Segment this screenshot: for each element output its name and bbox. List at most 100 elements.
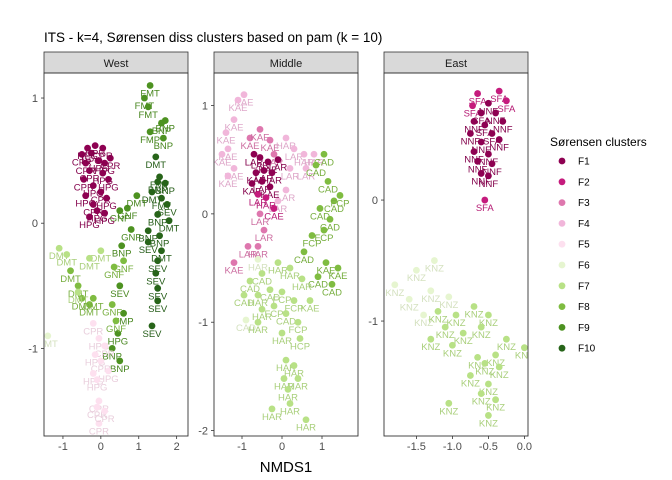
point-label: KNZ bbox=[414, 318, 433, 329]
point-label: SEV bbox=[142, 329, 162, 340]
data-point bbox=[218, 150, 226, 158]
data-point bbox=[488, 130, 496, 137]
point-label: DMT bbox=[68, 295, 89, 306]
point-label: HCP bbox=[290, 341, 310, 352]
point-label: GNF bbox=[106, 324, 126, 335]
data-point bbox=[82, 159, 90, 167]
point-label: KAE bbox=[242, 187, 261, 198]
point-label: GNF bbox=[121, 232, 141, 243]
point-label: SFA bbox=[490, 94, 509, 105]
data-point bbox=[334, 264, 342, 272]
data-point bbox=[286, 264, 294, 272]
point-label: BNP bbox=[155, 124, 175, 135]
data-point bbox=[469, 102, 476, 110]
point-label: KNZ bbox=[400, 302, 419, 313]
data-point bbox=[270, 205, 278, 212]
legend-label: F7 bbox=[578, 281, 590, 292]
x-tick-label-east: -1.0 bbox=[443, 441, 462, 453]
point-label: HAR bbox=[262, 176, 282, 187]
point-label: BNP bbox=[154, 141, 174, 152]
point-label: KNZ bbox=[447, 318, 466, 329]
point-label: NNF bbox=[471, 145, 491, 156]
data-point bbox=[230, 164, 238, 172]
data-point bbox=[148, 188, 156, 196]
legend-item-f4: F4 bbox=[558, 219, 590, 230]
data-point bbox=[474, 90, 481, 97]
data-point bbox=[485, 172, 492, 180]
point-label: KNZ bbox=[468, 360, 487, 371]
data-point bbox=[391, 281, 399, 289]
data-point bbox=[246, 277, 254, 285]
legend-item-f8: F8 bbox=[558, 302, 590, 313]
data-point bbox=[67, 267, 74, 275]
data-point bbox=[310, 150, 318, 158]
data-point bbox=[97, 247, 105, 255]
point-label: KNZ bbox=[407, 273, 426, 284]
point-label: CAD bbox=[294, 255, 314, 266]
data-point bbox=[78, 150, 86, 158]
data-point bbox=[485, 412, 492, 419]
point-label: NNF bbox=[479, 106, 499, 117]
point-label: HAR bbox=[294, 157, 314, 168]
data-point bbox=[485, 380, 492, 388]
data-point bbox=[274, 259, 282, 267]
point-label: KAE bbox=[246, 176, 265, 187]
point-label: KNZ bbox=[486, 358, 505, 369]
point-label: KNZ bbox=[436, 330, 455, 341]
data-point bbox=[89, 370, 97, 377]
data-point bbox=[165, 217, 173, 225]
point-label: KAE bbox=[212, 157, 231, 168]
point-label: HPG bbox=[89, 341, 110, 352]
data-point bbox=[99, 169, 107, 177]
data-point bbox=[105, 367, 112, 375]
point-label: LAR bbox=[249, 197, 268, 208]
data-point bbox=[441, 323, 449, 331]
y-tick-label-middle: -2 bbox=[198, 426, 208, 438]
point-label: HPG bbox=[87, 214, 108, 225]
data-point bbox=[86, 213, 93, 221]
legend-label: F3 bbox=[578, 198, 590, 209]
data-point bbox=[326, 215, 334, 223]
data-point bbox=[248, 180, 256, 187]
point-label: CAD bbox=[236, 323, 256, 334]
data-point bbox=[336, 192, 344, 199]
point-label: GNF bbox=[104, 270, 124, 281]
point-label: BNP bbox=[152, 126, 172, 137]
point-label: KAE bbox=[228, 103, 247, 114]
point-label: BNP bbox=[112, 249, 132, 260]
data-layer-west: FMTFMTFMTBNPBNPFMPBNPDMTFMTBNPBNPDMTFMTS… bbox=[44, 82, 180, 436]
point-label: SEV bbox=[148, 291, 168, 302]
data-point bbox=[87, 149, 95, 157]
data-point bbox=[413, 266, 420, 274]
panel-border-east bbox=[383, 72, 529, 437]
point-label: CAD bbox=[260, 293, 280, 304]
data-point bbox=[258, 177, 266, 185]
data-point bbox=[316, 205, 324, 212]
x-tick-label-east: 0.0 bbox=[517, 441, 532, 453]
data-point bbox=[152, 269, 160, 277]
data-point bbox=[314, 273, 322, 281]
data-point bbox=[474, 157, 481, 165]
point-label: HPG bbox=[81, 156, 102, 167]
x-tick-label-west: -1 bbox=[58, 441, 68, 453]
data-point bbox=[80, 175, 88, 183]
data-point bbox=[112, 317, 120, 325]
data-point bbox=[144, 238, 152, 246]
point-label: KAE bbox=[216, 136, 235, 147]
data-point bbox=[282, 310, 290, 317]
point-label: SFA bbox=[497, 104, 516, 115]
point-label: NNF bbox=[461, 137, 481, 148]
point-label: LAR bbox=[265, 157, 284, 168]
point-label: BNP bbox=[148, 185, 168, 196]
data-point bbox=[44, 332, 52, 340]
data-point bbox=[254, 242, 262, 250]
data-point bbox=[492, 109, 499, 117]
data-point bbox=[256, 210, 264, 218]
point-label: SFA bbox=[483, 137, 502, 148]
point-label: SFA bbox=[476, 203, 495, 214]
point-label: CAD bbox=[318, 184, 338, 195]
data-point bbox=[74, 282, 82, 290]
point-label: FCP bbox=[265, 309, 284, 320]
data-point bbox=[95, 157, 103, 165]
point-label: DMT bbox=[151, 254, 172, 265]
